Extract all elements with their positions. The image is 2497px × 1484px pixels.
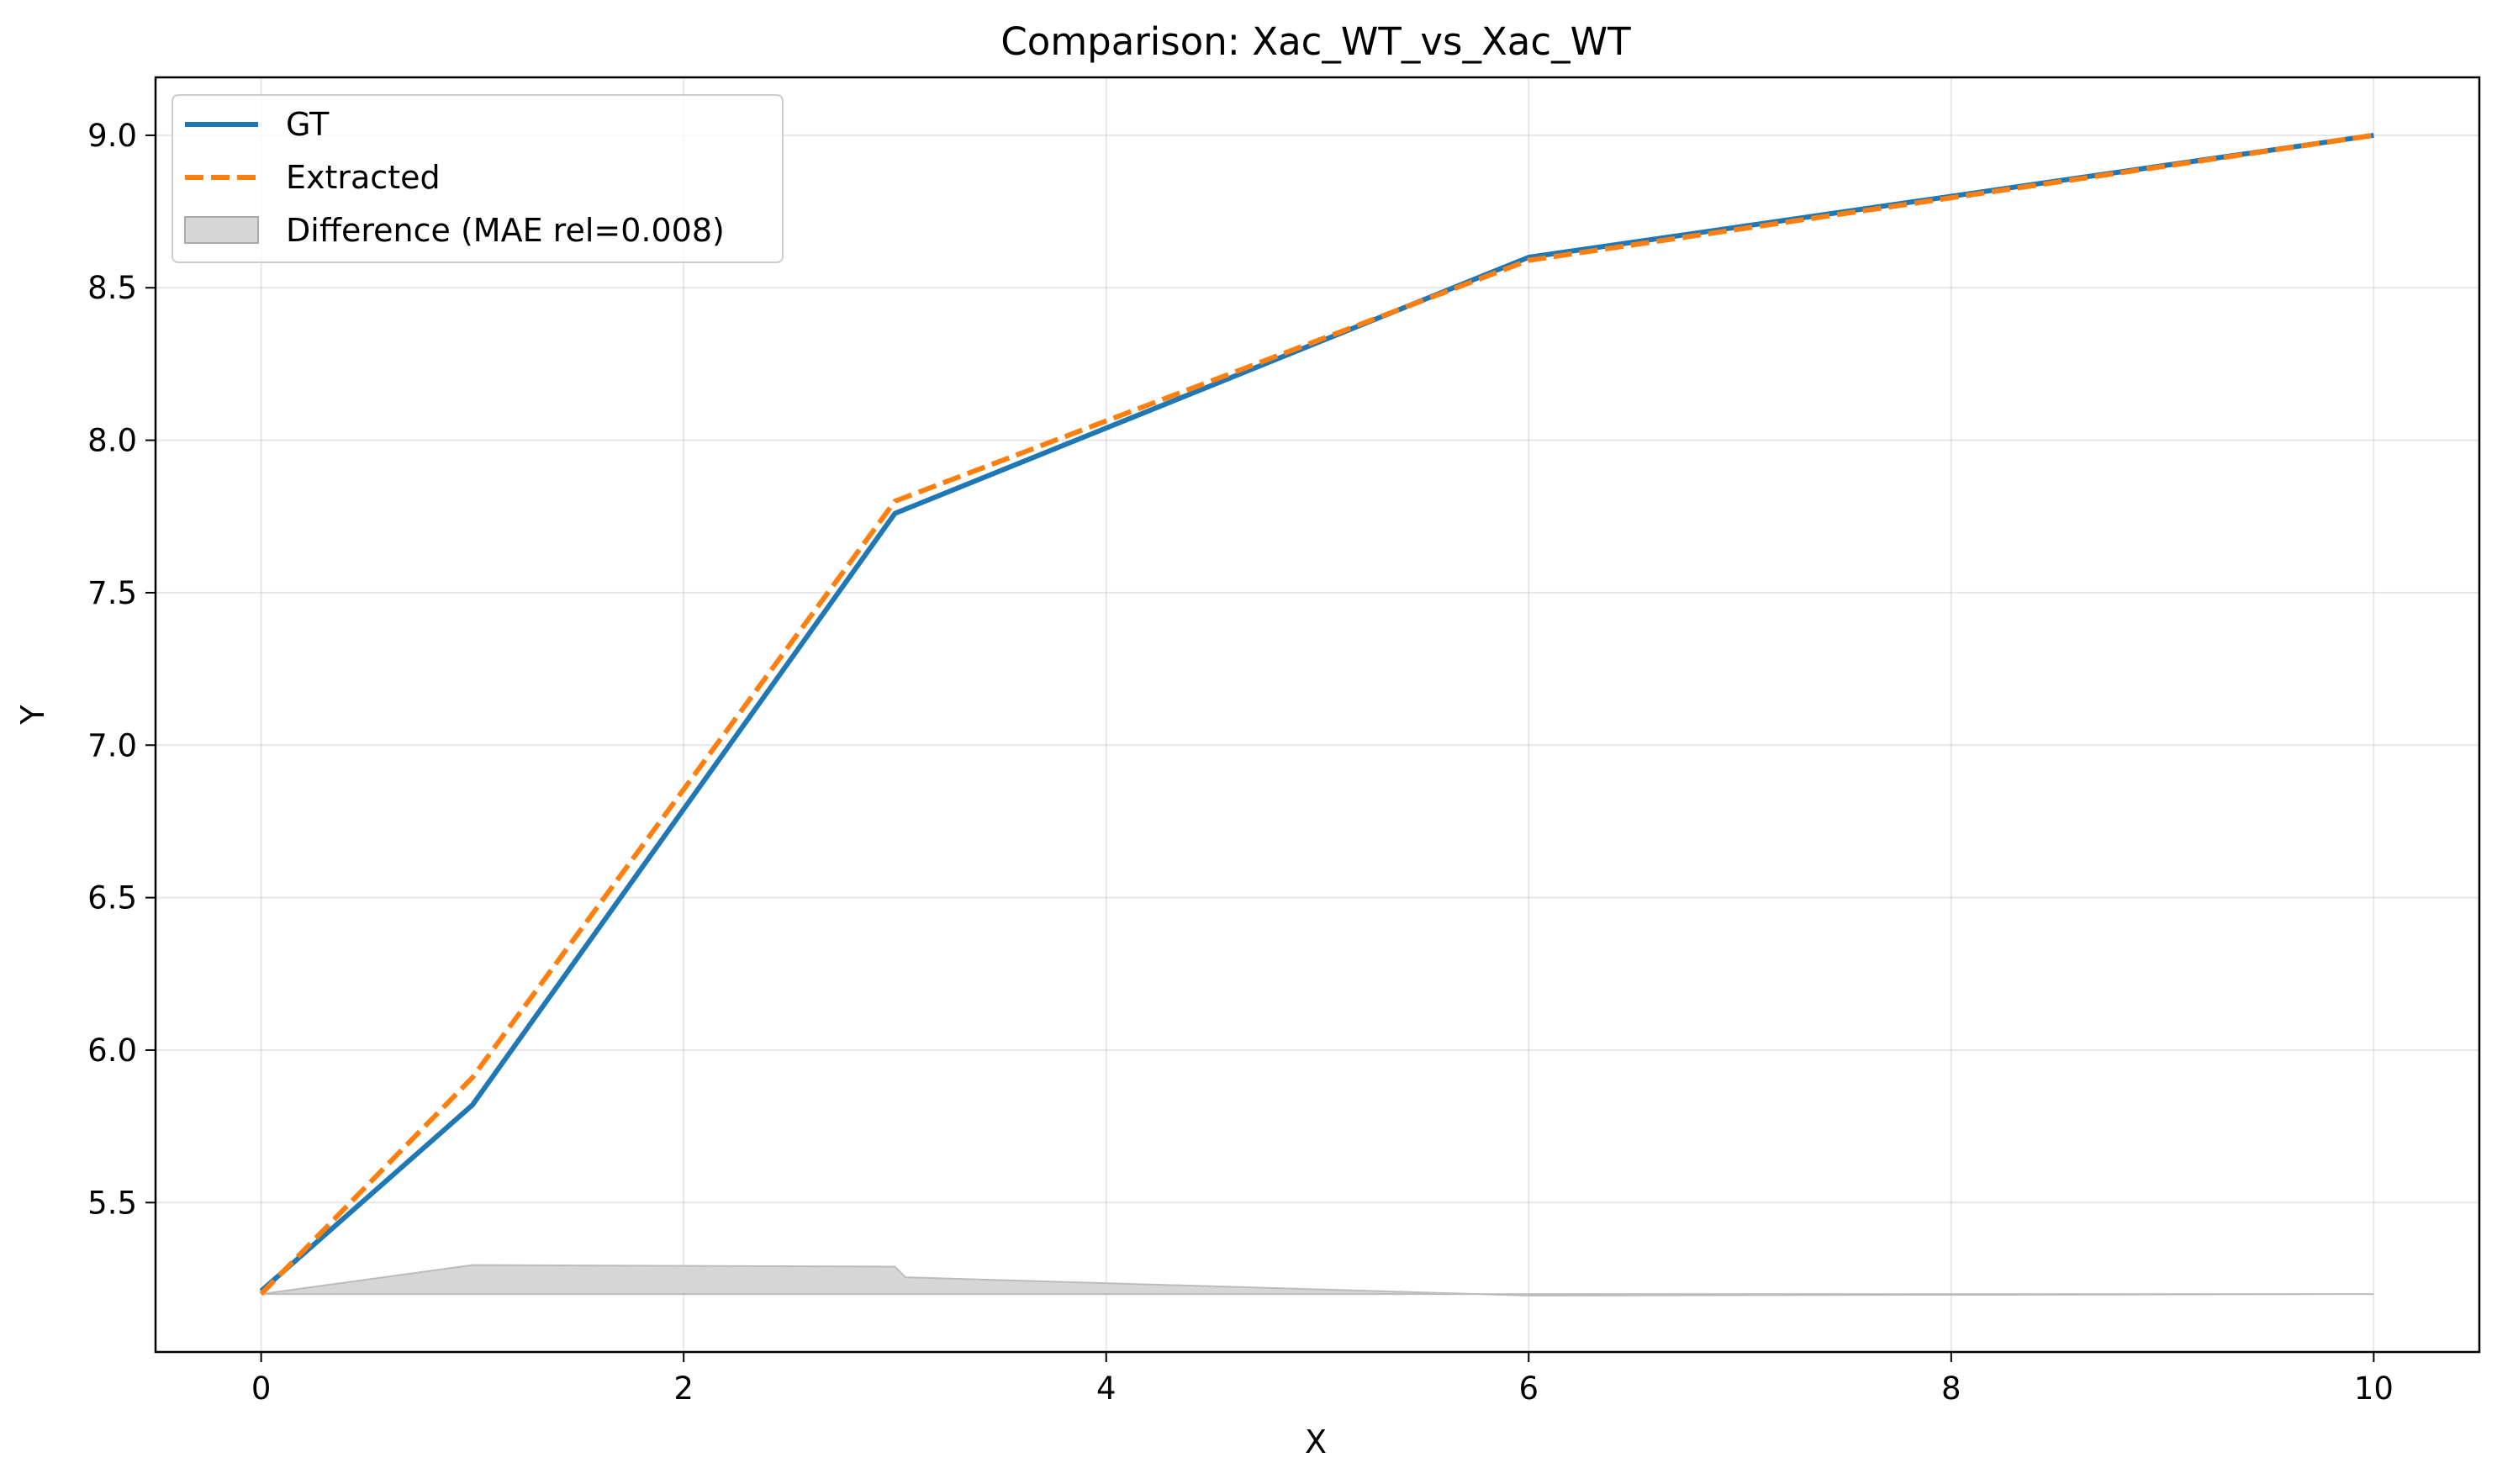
- difference-area-layer: [261, 1264, 2374, 1297]
- plot-background: [156, 77, 2479, 1352]
- y-tick-label: 7.5: [87, 575, 137, 611]
- x-tick-label: 6: [1518, 1370, 1539, 1407]
- series-line-extracted: [259, 132, 2374, 1297]
- y-tick-label: 5.5: [87, 1185, 137, 1221]
- y-tick-label: 8.0: [87, 423, 137, 459]
- x-tick-label: 8: [1941, 1370, 1961, 1407]
- chart-title: Comparison: Xac_WT_vs_Xac_WT: [1000, 19, 1631, 64]
- grid-lines: [156, 77, 2479, 1352]
- difference-area: [261, 1264, 2374, 1297]
- y-axis-label: Y: [14, 705, 51, 726]
- y-tick-label: 6.0: [87, 1032, 137, 1069]
- series-line-gt: [259, 132, 2374, 1293]
- legend-extracted-label: Extracted: [286, 159, 441, 196]
- x-axis-label: X: [1305, 1423, 1327, 1460]
- y-axis: 5.5 6.0 6.5 7.0 7.5 8.0 8.5 9.0: [87, 118, 156, 1221]
- x-tick-label: 2: [673, 1370, 694, 1407]
- x-axis: 0 2 4 6 8 10: [251, 1352, 2394, 1407]
- legend-difference-label: Difference (MAE rel=0.008): [286, 212, 725, 249]
- y-tick-label: 8.5: [87, 270, 137, 306]
- plot-area: [154, 76, 2481, 1354]
- y-tick-label: 6.5: [87, 880, 137, 916]
- x-tick-label: 10: [2354, 1370, 2394, 1407]
- x-tick-label: 0: [251, 1370, 272, 1407]
- y-tick-label: 9.0: [87, 118, 137, 154]
- y-tick-label: 7.0: [87, 727, 137, 763]
- series-lines-layer: [259, 132, 2374, 1297]
- plot-frame: [154, 76, 2481, 1354]
- legend-difference-swatch: [184, 216, 259, 244]
- legend-box: [172, 94, 784, 263]
- legend-gt-label: GT: [286, 106, 330, 143]
- legend: GT Extracted Difference (MAE rel=0.008): [172, 94, 784, 263]
- x-tick-label: 4: [1096, 1370, 1117, 1407]
